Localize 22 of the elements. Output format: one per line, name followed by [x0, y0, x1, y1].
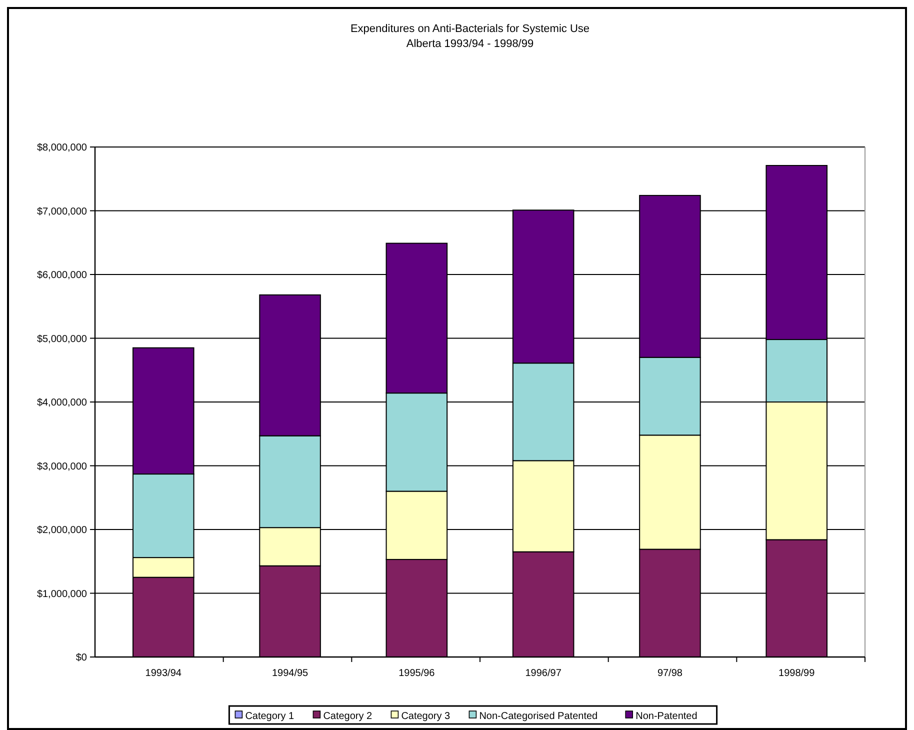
y-tick-label: $7,000,000 [36, 206, 88, 218]
y-tick-label: $5,000,000 [36, 334, 88, 345]
x-tick-label: 1994/95 [272, 668, 309, 679]
legend-label: Category 2 [323, 711, 373, 722]
y-tick-label: $2,000,000 [36, 525, 88, 536]
y-tick-label: $8,000,000 [36, 142, 88, 154]
y-tick-label: $0 [76, 652, 88, 664]
x-tick-label: 1993/94 [145, 668, 182, 679]
y-tick-label: $3,000,000 [36, 461, 88, 472]
y-tick-label: $1,000,000 [36, 588, 88, 600]
x-tick-label: 1995/96 [398, 668, 436, 679]
y-tick-label: $6,000,000 [36, 270, 88, 281]
legend-label: Category 1 [245, 711, 295, 722]
legend-label: Non-Categorised Patented [479, 711, 598, 722]
x-tick-label: 97/98 [657, 668, 683, 679]
legend-label: Category 3 [401, 711, 451, 722]
chart-subtitle: Alberta 1993/94 - 1998/99 [406, 38, 534, 50]
legend-label: Non-Patented [636, 711, 698, 722]
y-tick-label: $4,000,000 [36, 398, 88, 408]
x-tick-label: 1998/99 [778, 668, 816, 679]
x-tick-label: 1996/97 [525, 668, 562, 679]
chart-title: Expenditures on Anti-Bacterials for Systemic Use [350, 23, 590, 35]
